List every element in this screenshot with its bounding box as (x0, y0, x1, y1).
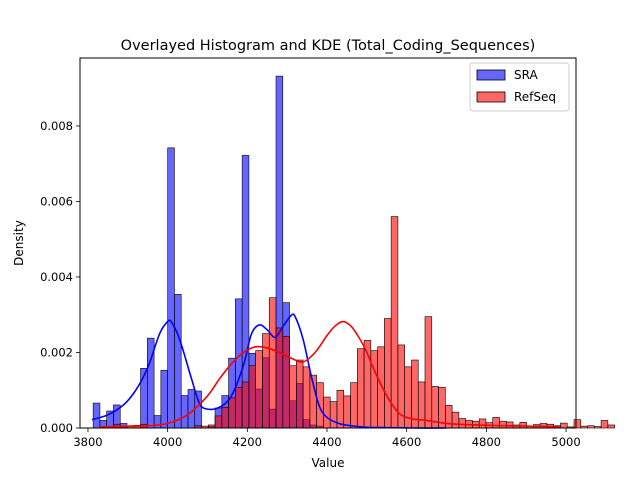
refseq-bar (356, 348, 365, 429)
refseq-bar (329, 401, 338, 429)
refseq-bar (268, 297, 277, 429)
refseq-bar (214, 415, 223, 429)
sra-bar (174, 294, 182, 429)
refseq-bar (519, 422, 527, 429)
sra-bar (92, 402, 101, 429)
sra-bar (153, 415, 162, 429)
refseq-bar (302, 366, 311, 429)
kde-layer (91, 313, 561, 429)
refseq-bar (478, 418, 487, 429)
refseq-bar (390, 216, 399, 429)
refseq-bar (228, 397, 236, 429)
refseq-bar (296, 359, 304, 429)
legend: SRA RefSeq (469, 62, 570, 112)
refseq-bar (248, 365, 256, 429)
refseq-bar (370, 350, 378, 429)
x-tick-label: 4800 (472, 435, 501, 449)
refseq-bar (289, 365, 297, 429)
refseq-bar (492, 417, 500, 429)
sra-kde-line (91, 313, 447, 429)
refseq-bar (607, 424, 615, 429)
y-tick-label: 0.006 (40, 194, 73, 208)
refseq-bar (458, 418, 466, 429)
x-tick-label: 4600 (392, 435, 421, 449)
x-tick-label: 4400 (312, 435, 341, 449)
sra-bar (194, 390, 202, 429)
refseq-bar (411, 359, 419, 429)
sra-bar (167, 147, 175, 429)
refseq-bar (451, 411, 460, 429)
x-axis-label: Value (312, 456, 345, 470)
refseq-bar (316, 382, 324, 429)
refseq-bar (600, 420, 609, 429)
refseq-bar (343, 395, 351, 429)
legend-swatch-sra (476, 69, 506, 81)
x-tick-label: 3800 (73, 435, 102, 449)
refseq-bar (221, 406, 229, 429)
x-tick-label: 4000 (153, 435, 182, 449)
refseq-bar (384, 318, 392, 429)
sra-bar (180, 395, 189, 429)
refseq-bar (282, 335, 290, 429)
refseq-bar (594, 426, 602, 429)
plot-frame (79, 57, 577, 429)
refseq-bar (323, 396, 331, 429)
refseq-bar (499, 420, 507, 429)
y-tick-label: 0.000 (40, 421, 73, 435)
refseq-bar (587, 425, 595, 429)
legend-label-refseq: RefSeq (514, 90, 556, 104)
refseq-kde-line (99, 320, 561, 428)
refseq-bar (417, 381, 426, 429)
refseq-bar (377, 346, 385, 429)
refseq-bar (580, 425, 588, 429)
y-axis-ticks: 0.000 0.002 0.004 0.006 0.008 (40, 119, 80, 435)
y-tick-label: 0.002 (40, 345, 73, 359)
refseq-bar (275, 327, 284, 429)
refseq-bar (573, 419, 582, 429)
y-tick-label: 0.004 (40, 270, 73, 284)
y-axis-label: Density (12, 220, 26, 266)
refseq-bar (241, 381, 250, 429)
y-tick-label: 0.008 (40, 119, 73, 133)
sra-bar (187, 389, 196, 429)
x-tick-label: 4200 (233, 435, 262, 449)
refseq-bar (560, 422, 568, 429)
refseq-bar (350, 382, 358, 429)
refseq-bar (424, 316, 433, 429)
sra-bar (160, 369, 168, 429)
legend-swatch-refseq (476, 91, 506, 103)
legend-label-sra: SRA (514, 68, 538, 82)
x-tick-label: 5000 (551, 435, 580, 449)
refseq-bar (255, 350, 263, 429)
refseq-bar (235, 386, 243, 429)
chart-title: Overlayed Histogram and KDE (Total_Codin… (121, 38, 536, 54)
x-axis-ticks: 3800 4000 4200 4400 4600 4800 5000 (73, 428, 581, 449)
